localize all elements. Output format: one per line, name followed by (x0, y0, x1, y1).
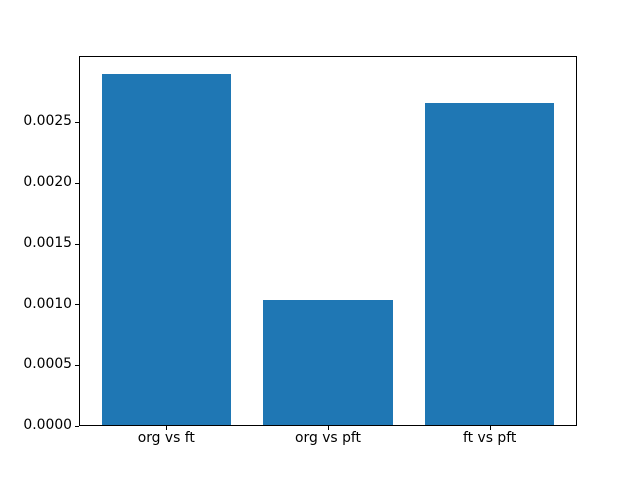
bar-org-vs-pft (263, 299, 393, 425)
x-tick-mark (490, 426, 491, 430)
x-tick-mark (328, 426, 329, 430)
y-tick-label: 0.0000 (23, 417, 72, 434)
y-tick-mark (75, 365, 79, 366)
bar-org-vs-ft (101, 73, 231, 425)
y-tick-mark (75, 122, 79, 123)
y-tick-label: 0.0025 (23, 113, 72, 130)
y-tick-mark (75, 426, 79, 427)
y-tick-label: 0.0015 (23, 234, 72, 251)
x-tick-label: org vs pft (295, 430, 361, 446)
x-tick-mark (166, 426, 167, 430)
y-tick-label: 0.0010 (23, 295, 72, 312)
y-tick-label: 0.0005 (23, 356, 72, 373)
x-tick-label: org vs ft (137, 430, 195, 446)
x-tick-label: ft vs pft (463, 430, 517, 446)
y-tick-mark (75, 244, 79, 245)
bar-ft-vs-pft (425, 102, 555, 425)
y-tick-mark (75, 304, 79, 305)
y-tick-label: 0.0020 (23, 174, 72, 191)
y-tick-mark (75, 183, 79, 184)
